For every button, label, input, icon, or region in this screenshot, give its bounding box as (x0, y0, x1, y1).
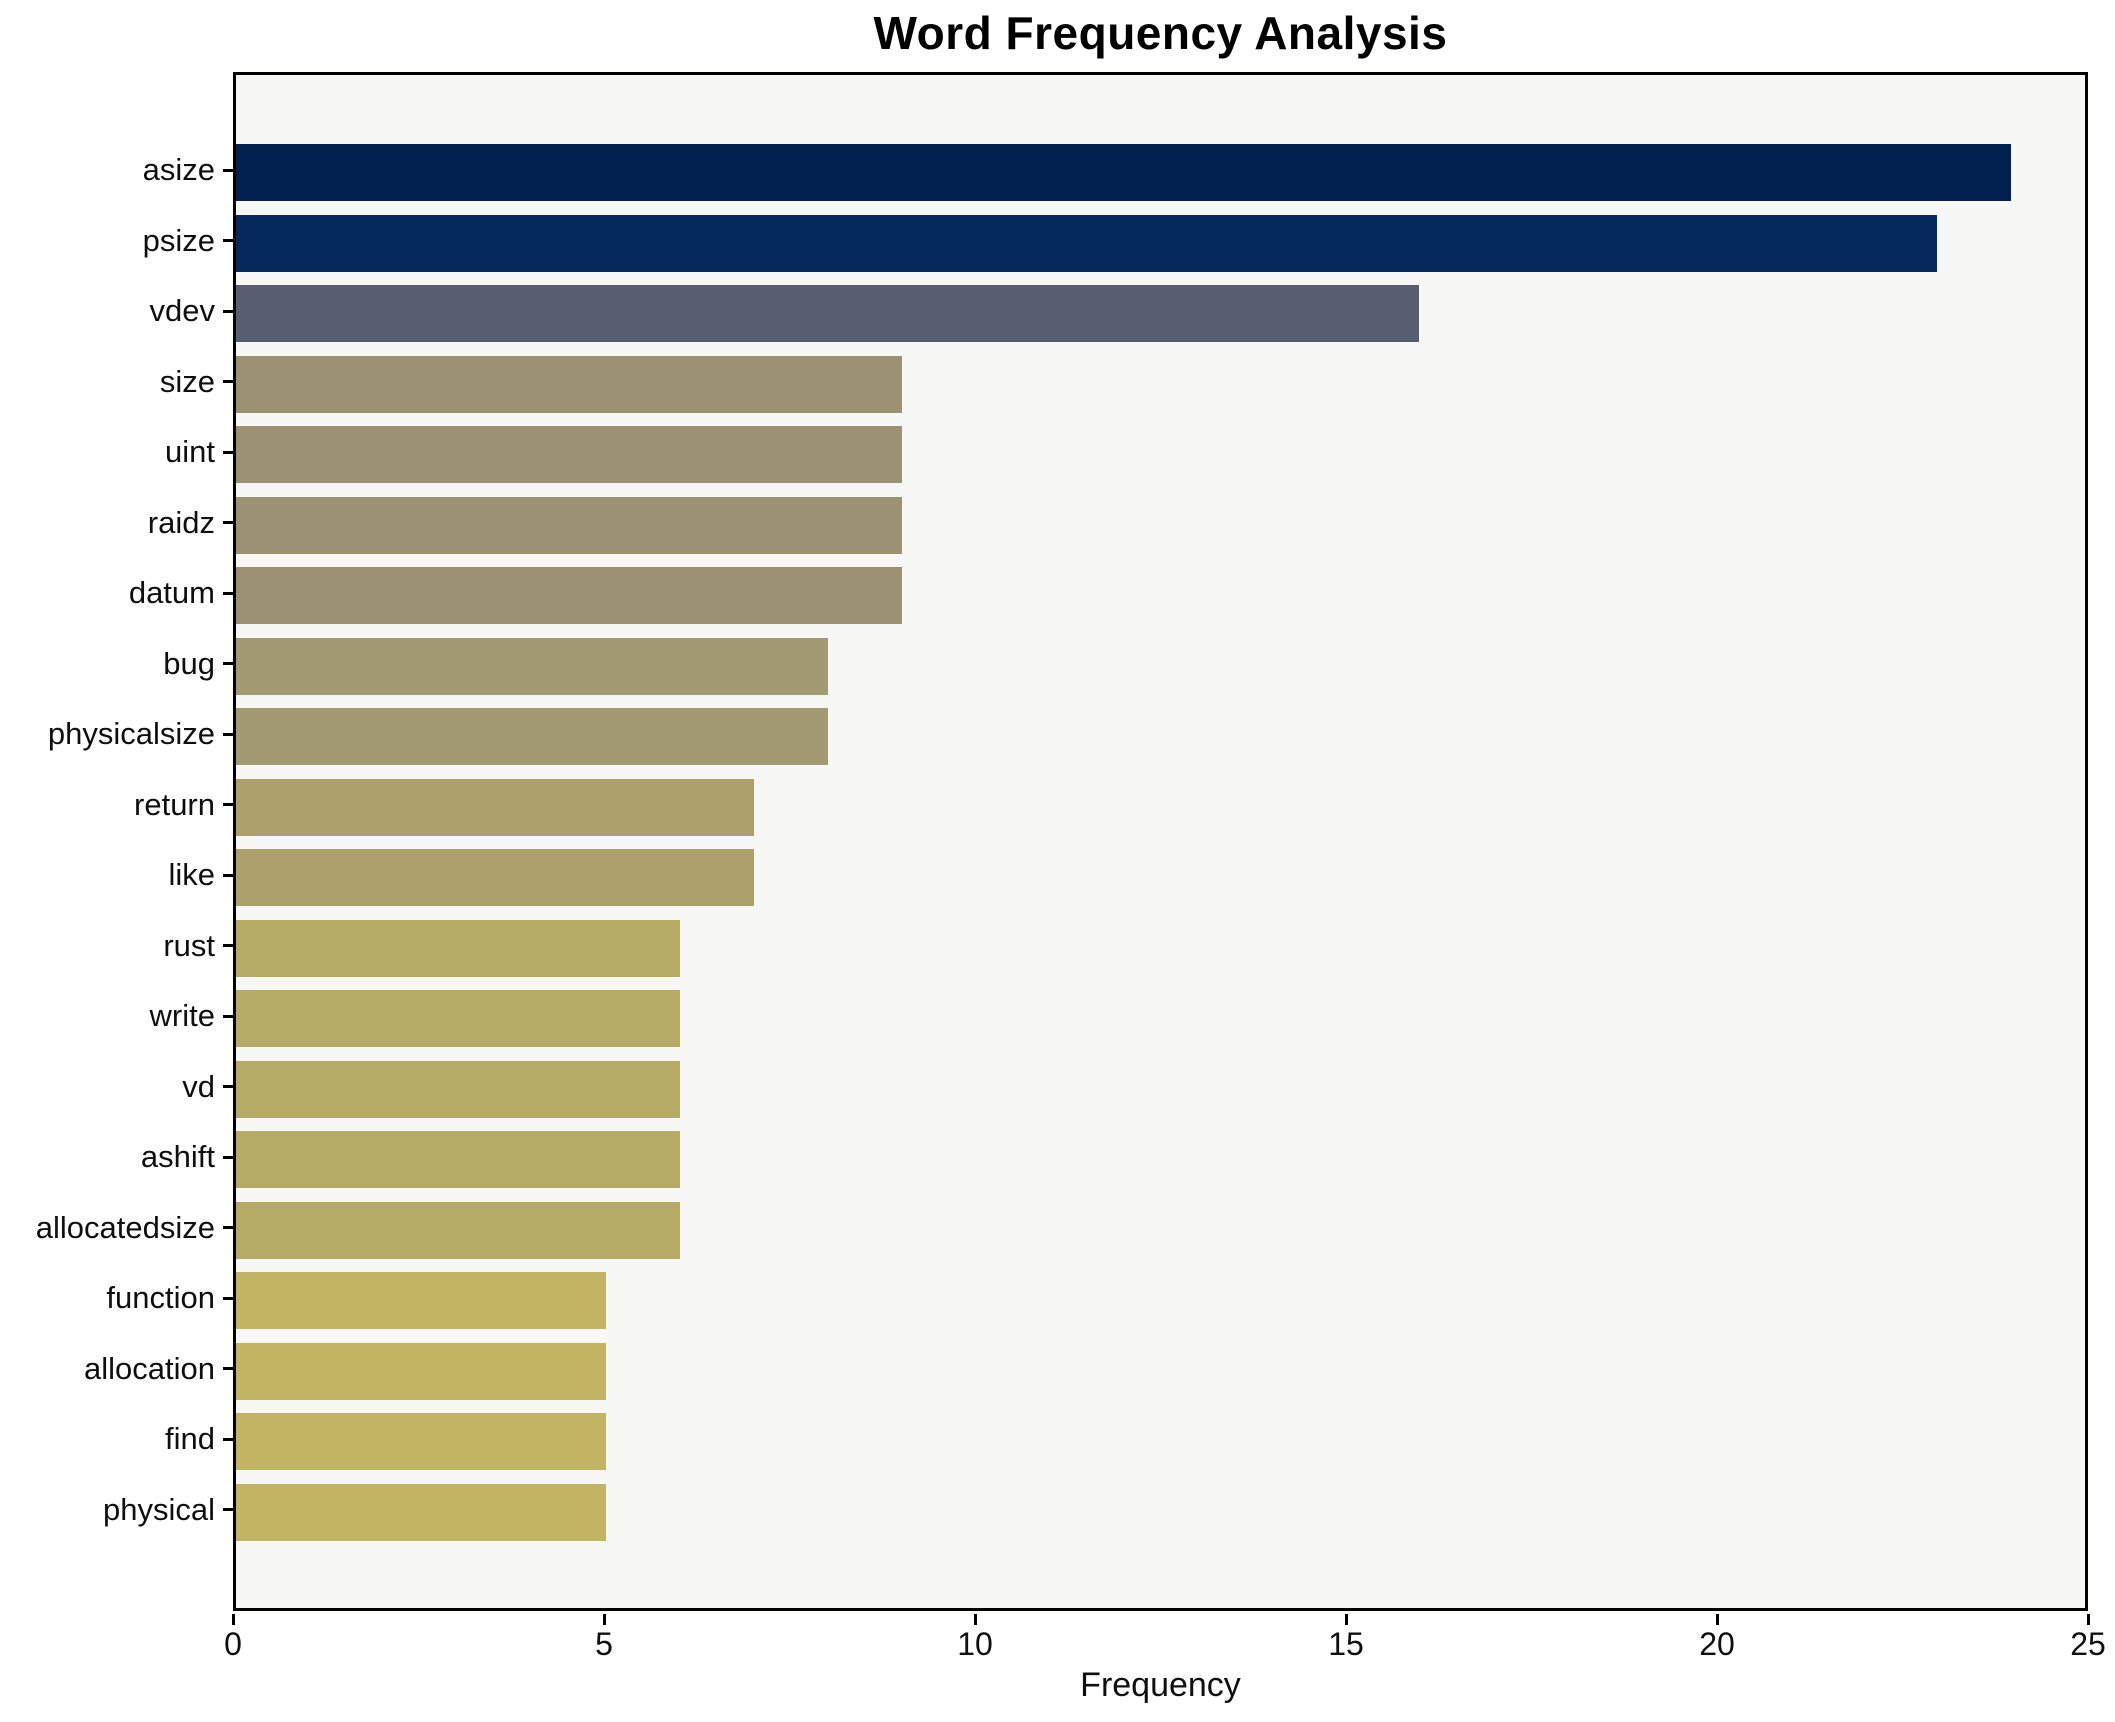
xtick-mark-10 (974, 1614, 977, 1625)
bar-return (236, 778, 754, 836)
bar-vdev (236, 285, 1420, 342)
bar-physicalsize (236, 708, 828, 765)
ytick-label-allocation: allocation (84, 1350, 215, 1386)
ytick-mark (223, 732, 233, 736)
ytick-mark (223, 1085, 233, 1088)
ytick-mark (223, 1296, 233, 1300)
bar-find (236, 1413, 606, 1470)
ytick-label-rust: rust (163, 927, 215, 963)
bar-size (236, 355, 902, 413)
ytick-mark (223, 1014, 233, 1018)
ytick-mark (223, 803, 233, 806)
ytick-label-return: return (134, 786, 215, 822)
plot-area (233, 72, 2088, 1611)
bar-vd (236, 1060, 680, 1118)
ytick-label-like: like (168, 857, 215, 892)
x-axis-title: Frequency (1080, 1666, 1241, 1704)
bar-datum (236, 567, 902, 624)
bar-like (236, 849, 754, 906)
ytick-mark (223, 309, 233, 313)
ytick-mark (223, 239, 233, 242)
ytick-mark (223, 450, 233, 454)
ytick-mark (223, 1226, 233, 1229)
ytick-label-function: function (106, 1280, 215, 1315)
ytick-mark (223, 168, 233, 172)
ytick-label-write: write (149, 998, 215, 1033)
xtick-mark-25 (2087, 1614, 2090, 1625)
xtick-label-25: 25 (2070, 1626, 2106, 1662)
ytick-label-vd: vd (182, 1068, 215, 1104)
bar-rust (236, 919, 680, 977)
xtick-mark-20 (1716, 1614, 1719, 1625)
xtick-label-10: 10 (957, 1626, 993, 1662)
ytick-label-datum: datum (128, 575, 215, 610)
chart-title: Word Frequency Analysis (873, 7, 1448, 59)
bar-physical (236, 1483, 606, 1541)
bar-bug (236, 637, 828, 695)
ytick-label-vdev: vdev (149, 293, 215, 328)
xtick-label-20: 20 (1699, 1626, 1735, 1662)
ytick-mark (223, 662, 233, 665)
bar-raidz (236, 496, 902, 554)
xtick-label-5: 5 (595, 1626, 613, 1662)
ytick-label-uint: uint (165, 434, 215, 469)
xtick-mark-0 (232, 1614, 235, 1625)
ytick-label-bug: bug (163, 645, 215, 681)
bar-write (236, 990, 680, 1047)
bar-allocatedsize (236, 1201, 680, 1259)
ytick-mark (223, 521, 233, 524)
ytick-label-asize: asize (142, 152, 215, 187)
bar-psize (236, 214, 1938, 272)
xtick-label-0: 0 (224, 1626, 242, 1662)
ytick-label-size: size (159, 363, 215, 399)
ytick-label-raidz: raidz (147, 504, 215, 540)
bar-function (236, 1272, 606, 1329)
ytick-label-physical: physical (103, 1491, 215, 1527)
ytick-label-find: find (165, 1421, 215, 1456)
ytick-label-physicalsize: physicalsize (47, 716, 215, 751)
ytick-mark (223, 380, 233, 383)
bar-ashift (236, 1131, 680, 1188)
bar-allocation (236, 1342, 606, 1400)
ytick-mark (223, 1437, 233, 1441)
ytick-mark (223, 944, 233, 947)
ytick-mark (223, 1508, 233, 1511)
ytick-mark (223, 591, 233, 595)
xtick-mark-5 (603, 1614, 606, 1625)
ytick-mark (223, 1155, 233, 1159)
ytick-label-allocatedsize: allocatedsize (35, 1209, 215, 1245)
bar-asize (236, 144, 2012, 201)
bar-uint (236, 426, 902, 483)
xtick-mark-15 (1345, 1614, 1348, 1625)
xtick-label-15: 15 (1328, 1626, 1364, 1662)
ytick-mark (223, 873, 233, 877)
ytick-label-ashift: ashift (140, 1139, 215, 1174)
ytick-mark (223, 1367, 233, 1370)
ytick-label-psize: psize (142, 222, 215, 258)
